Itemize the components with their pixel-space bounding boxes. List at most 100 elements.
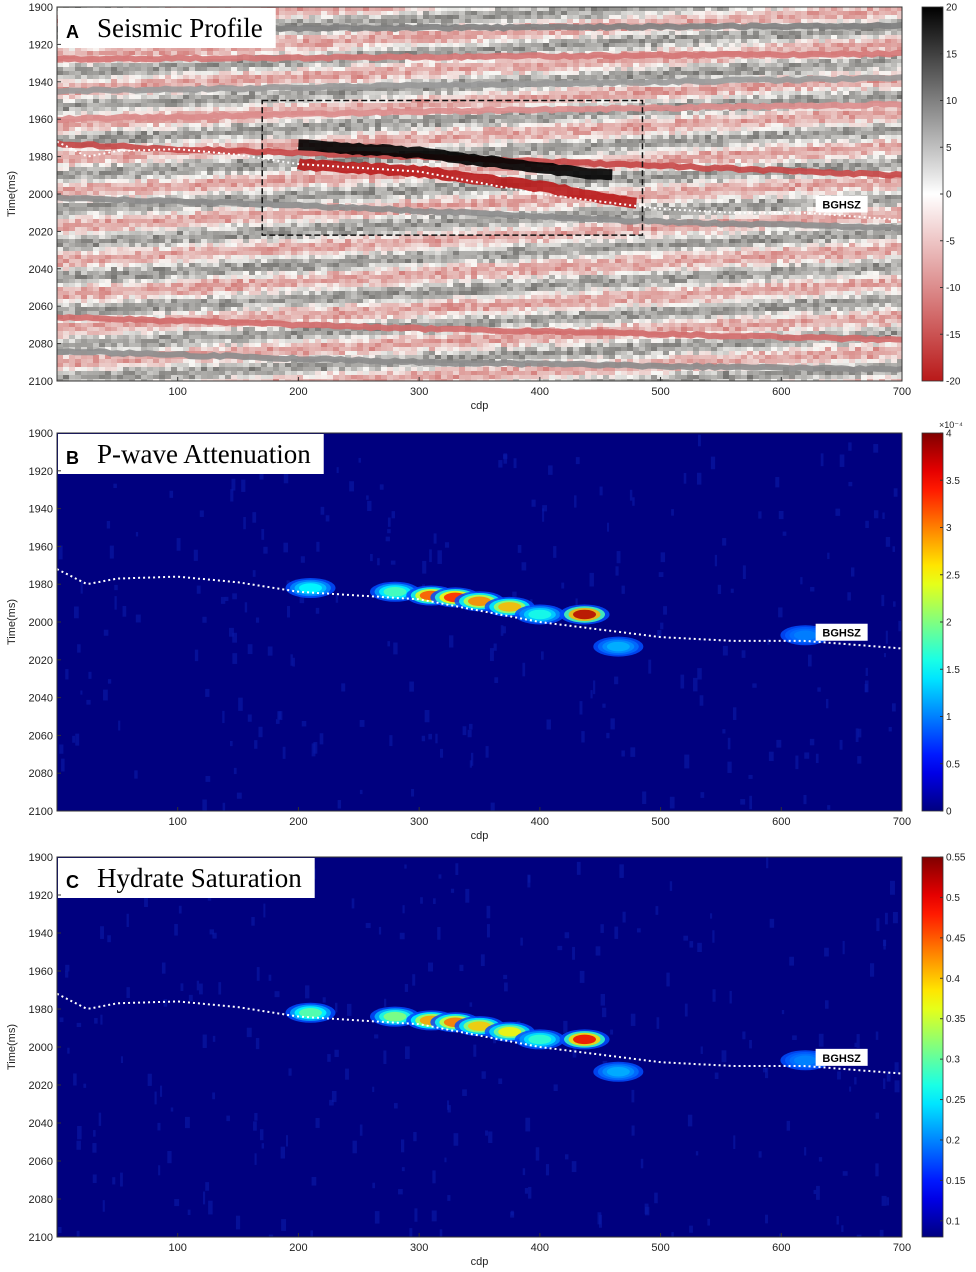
seismic-cell [399, 103, 405, 107]
seismic-cell [603, 11, 609, 15]
seismic-cell [465, 123, 471, 127]
seismic-cell [207, 119, 213, 123]
seismic-cell [621, 131, 627, 135]
seismic-cell [123, 123, 129, 127]
seismic-cell [99, 107, 105, 111]
seismic-cell [699, 119, 705, 123]
seismic-cell [597, 139, 603, 143]
seismic-cell [393, 115, 399, 119]
seismic-cell [699, 143, 705, 147]
seismic-cell [315, 127, 321, 131]
seismic-cell [813, 87, 819, 91]
seismic-cell [633, 19, 639, 23]
seismic-cell [603, 131, 609, 135]
seismic-cell [147, 75, 153, 79]
seismic-cell [237, 143, 243, 147]
seismic-cell [705, 139, 711, 143]
seismic-cell [381, 43, 387, 47]
seismic-cell [849, 7, 855, 11]
seismic-cell [135, 103, 141, 107]
seismic-cell [447, 59, 453, 63]
seismic-cell [183, 71, 189, 75]
seismic-cell [675, 123, 681, 127]
seismic-cell [885, 15, 891, 19]
seismic-cell [849, 135, 855, 139]
seismic-cell [633, 139, 639, 143]
seismic-cell [513, 67, 519, 71]
seismic-cell [147, 135, 153, 139]
seismic-cell [57, 127, 63, 131]
seismic-cell [63, 95, 69, 99]
seismic-cell [63, 51, 69, 55]
seismic-cell [393, 43, 399, 47]
seismic-cell [273, 107, 279, 111]
seismic-cell [477, 123, 483, 127]
seismic-cell [441, 119, 447, 123]
seismic-cell [531, 87, 537, 91]
seismic-cell [171, 111, 177, 115]
seismic-cell [759, 115, 765, 119]
seismic-cell [693, 35, 699, 39]
seismic-cell [63, 79, 69, 83]
seismic-cell [669, 43, 675, 47]
seismic-cell [663, 131, 669, 135]
seismic-cell [705, 67, 711, 71]
seismic-cell [879, 95, 885, 99]
seismic-cell [297, 115, 303, 119]
seismic-cell [639, 91, 645, 95]
seismic-cell [471, 63, 477, 67]
seismic-cell [447, 11, 453, 15]
seismic-cell [843, 15, 849, 19]
seismic-cell [879, 127, 885, 131]
seismic-cell [399, 139, 405, 143]
seismic-cell [849, 119, 855, 123]
seismic-cell [687, 59, 693, 63]
seismic-cell [129, 95, 135, 99]
seismic-cell [351, 7, 357, 11]
seismic-cell [213, 119, 219, 123]
seismic-cell [285, 131, 291, 135]
seismic-cell [831, 131, 837, 135]
seismic-cell [711, 59, 717, 63]
seismic-cell [87, 131, 93, 135]
seismic-cell [573, 39, 579, 43]
seismic-cell [699, 127, 705, 131]
seismic-cell [465, 115, 471, 119]
seismic-cell [573, 135, 579, 139]
seismic-cell [825, 91, 831, 95]
seismic-cell [351, 135, 357, 139]
seismic-cell [459, 15, 465, 19]
seismic-cell [75, 107, 81, 111]
seismic-cell [99, 123, 105, 127]
seismic-cell [615, 67, 621, 71]
seismic-cell [273, 39, 279, 43]
seismic-cell [189, 51, 195, 55]
seismic-cell [801, 7, 807, 11]
seismic-cell [651, 131, 657, 135]
seismic-cell [891, 119, 897, 123]
seismic-cell [315, 35, 321, 39]
seismic-cell [777, 131, 783, 135]
seismic-cell [501, 35, 507, 39]
seismic-cell [753, 131, 759, 135]
seismic-cell [843, 67, 849, 71]
seismic-cell [513, 139, 519, 143]
seismic-cell [723, 119, 729, 123]
seismic-cell [627, 87, 633, 91]
seismic-cell [105, 139, 111, 143]
seismic-cell [471, 31, 477, 35]
seismic-cell [645, 19, 651, 23]
seismic-cell [837, 139, 843, 143]
seismic-cell [387, 35, 393, 39]
seismic-cell [333, 107, 339, 111]
seismic-cell [807, 123, 813, 127]
seismic-cell [735, 139, 741, 143]
seismic-cell [753, 27, 759, 31]
seismic-cell [627, 11, 633, 15]
seismic-cell [507, 31, 513, 35]
seismic-cell [615, 71, 621, 75]
seismic-cell [111, 127, 117, 131]
seismic-cell [705, 95, 711, 99]
seismic-cell [831, 71, 837, 75]
seismic-cell [567, 131, 573, 135]
